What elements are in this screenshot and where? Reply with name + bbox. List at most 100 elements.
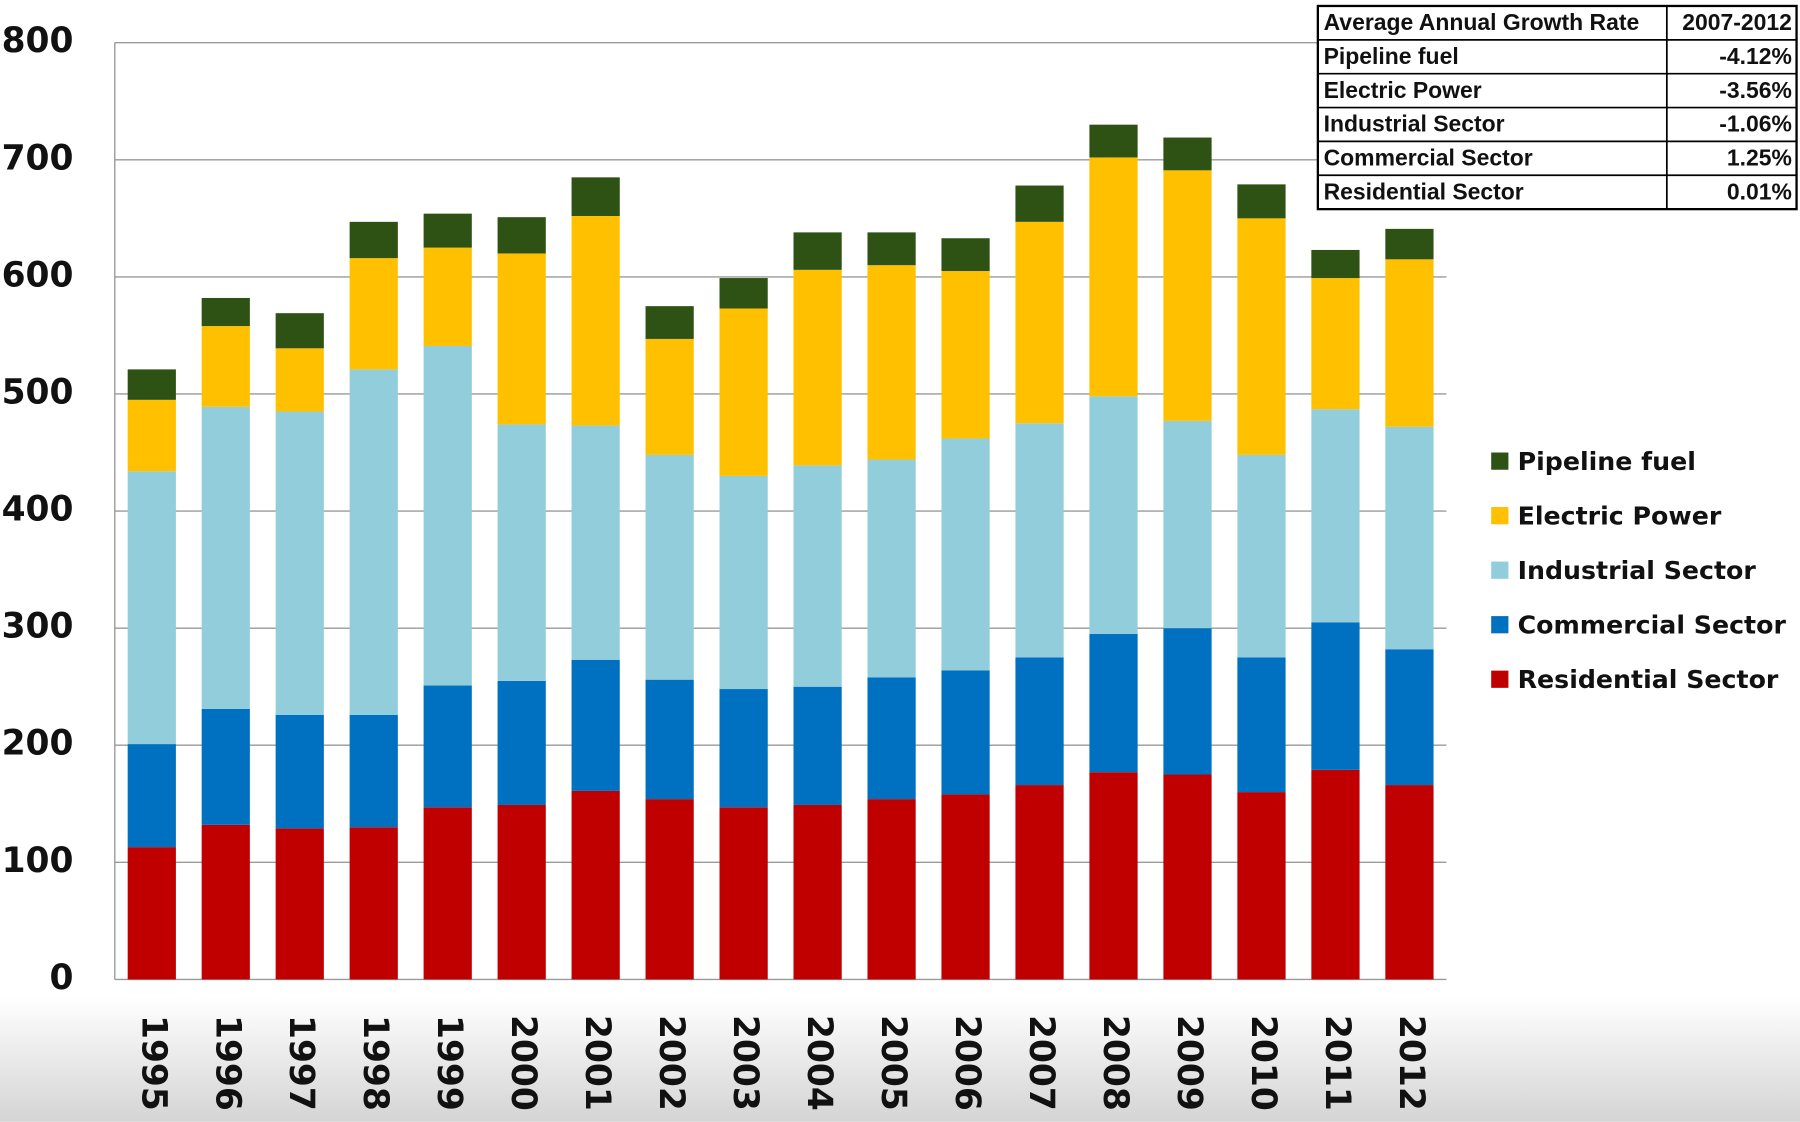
bar-segment <box>349 258 398 370</box>
legend-swatch <box>1491 670 1509 688</box>
x-tick-label: 2009 <box>1169 1015 1209 1111</box>
bar-segment <box>1015 185 1064 222</box>
bar-segment <box>571 659 620 791</box>
bar-segment <box>1385 649 1434 786</box>
bar-segment <box>941 794 990 980</box>
bar-segment <box>1311 622 1360 770</box>
x-tick-label: 2005 <box>873 1015 913 1111</box>
y-tick-label: 700 <box>2 138 74 178</box>
x-tick-label: 2010 <box>1243 1015 1283 1111</box>
bar-segment <box>201 326 250 407</box>
bar-segment <box>793 269 842 466</box>
bar-segment <box>793 686 842 805</box>
bar-segment <box>793 804 842 980</box>
bar-segment <box>571 215 620 426</box>
bar-segment <box>1385 426 1434 650</box>
x-tick-label: 2002 <box>651 1015 691 1111</box>
legend-label: Pipeline fuel <box>1518 447 1696 476</box>
bar-segment <box>793 232 842 270</box>
y-tick-label: 100 <box>2 841 74 881</box>
labels: 0 100 200 300 400 500 600 700 800 1995 1996 1997 199… <box>2 21 1431 1111</box>
bar-segment <box>867 799 916 980</box>
legend-swatch <box>1491 452 1509 470</box>
x-tick-label: 2011 <box>1317 1015 1357 1111</box>
bar-segment <box>867 677 916 800</box>
bar-segment <box>275 348 324 412</box>
x-tick-label: 1996 <box>207 1015 247 1111</box>
bar-segment <box>349 714 398 828</box>
bar-segment <box>1385 785 1434 980</box>
bar-segment <box>201 297 250 327</box>
bar-segment <box>1311 278 1360 410</box>
bar-segment <box>719 475 768 690</box>
bar-segment <box>1015 657 1064 786</box>
table-cell: Industrial Sector <box>1324 111 1505 137</box>
y-tick-label: 500 <box>2 372 74 412</box>
legend-swatch <box>1491 616 1509 634</box>
x-tick-label: 2007 <box>1021 1015 1061 1111</box>
bar-segment <box>201 406 250 709</box>
bar-segment <box>1163 170 1212 421</box>
bar-segment <box>423 247 472 346</box>
bar-segment <box>1237 454 1286 658</box>
table-cell: -3.56% <box>1719 77 1792 103</box>
bar-segment <box>1089 634 1138 773</box>
x-tick-label: 2000 <box>503 1015 543 1111</box>
table-cell: 0.01% <box>1727 178 1792 204</box>
bar-segment <box>719 807 768 980</box>
bar-segment <box>941 271 990 439</box>
y-tick-label: 600 <box>2 255 74 295</box>
bar-segment <box>719 689 768 808</box>
bar-segment <box>349 827 398 980</box>
bar-segment <box>127 399 176 472</box>
bar-segment <box>719 278 768 309</box>
bar-segment <box>1311 769 1360 980</box>
table-cell: 2007-2012 <box>1682 9 1792 35</box>
bar-segment <box>497 217 546 254</box>
x-tick-label: 2004 <box>799 1015 839 1111</box>
x-tick-label: 1995 <box>133 1015 173 1111</box>
x-tick-label: 2001 <box>577 1015 617 1111</box>
bar-segment <box>1385 228 1434 260</box>
bar-segment <box>941 438 990 671</box>
bar-segment <box>1089 396 1138 635</box>
bar-segment <box>1089 124 1138 158</box>
bar-segment <box>201 824 250 980</box>
x-tick-label: 1997 <box>281 1015 321 1111</box>
legend-swatch <box>1491 507 1509 525</box>
bar-segment <box>1237 657 1286 793</box>
bar-segment <box>349 369 398 715</box>
x-tick-label: 1999 <box>429 1015 469 1111</box>
bar-segment <box>1163 774 1212 980</box>
table-cell: Average Annual Growth Rate <box>1324 9 1640 35</box>
bar-segment <box>645 679 694 800</box>
table-cell: -1.06% <box>1719 111 1792 137</box>
bar-segment <box>423 345 472 686</box>
bar-segment <box>1089 157 1138 397</box>
bar-segment <box>423 213 472 248</box>
bar-segment <box>497 680 546 805</box>
legend-label: Industrial Sector <box>1518 556 1757 585</box>
bar-segment <box>1015 423 1064 658</box>
bar-segment <box>645 454 694 680</box>
legend-label: Electric Power <box>1518 501 1722 530</box>
bar-segment <box>1163 420 1212 629</box>
bars <box>127 124 1434 980</box>
bar-segment <box>571 177 620 216</box>
bar-segment <box>201 708 250 825</box>
legend-label: Residential Sector <box>1518 665 1779 694</box>
bar-segment <box>645 799 694 980</box>
bar-segment <box>1237 184 1286 219</box>
bar-segment <box>423 807 472 980</box>
bar-segment <box>275 714 324 829</box>
bar-segment <box>127 744 176 848</box>
bar-segment <box>423 685 472 808</box>
bar-segment <box>127 847 176 980</box>
bar-segment <box>1015 221 1064 424</box>
x-tick-label: 1998 <box>355 1015 395 1111</box>
bar-segment <box>127 369 176 400</box>
y-tick-label: 200 <box>2 724 74 764</box>
table-cell: Residential Sector <box>1324 178 1524 204</box>
